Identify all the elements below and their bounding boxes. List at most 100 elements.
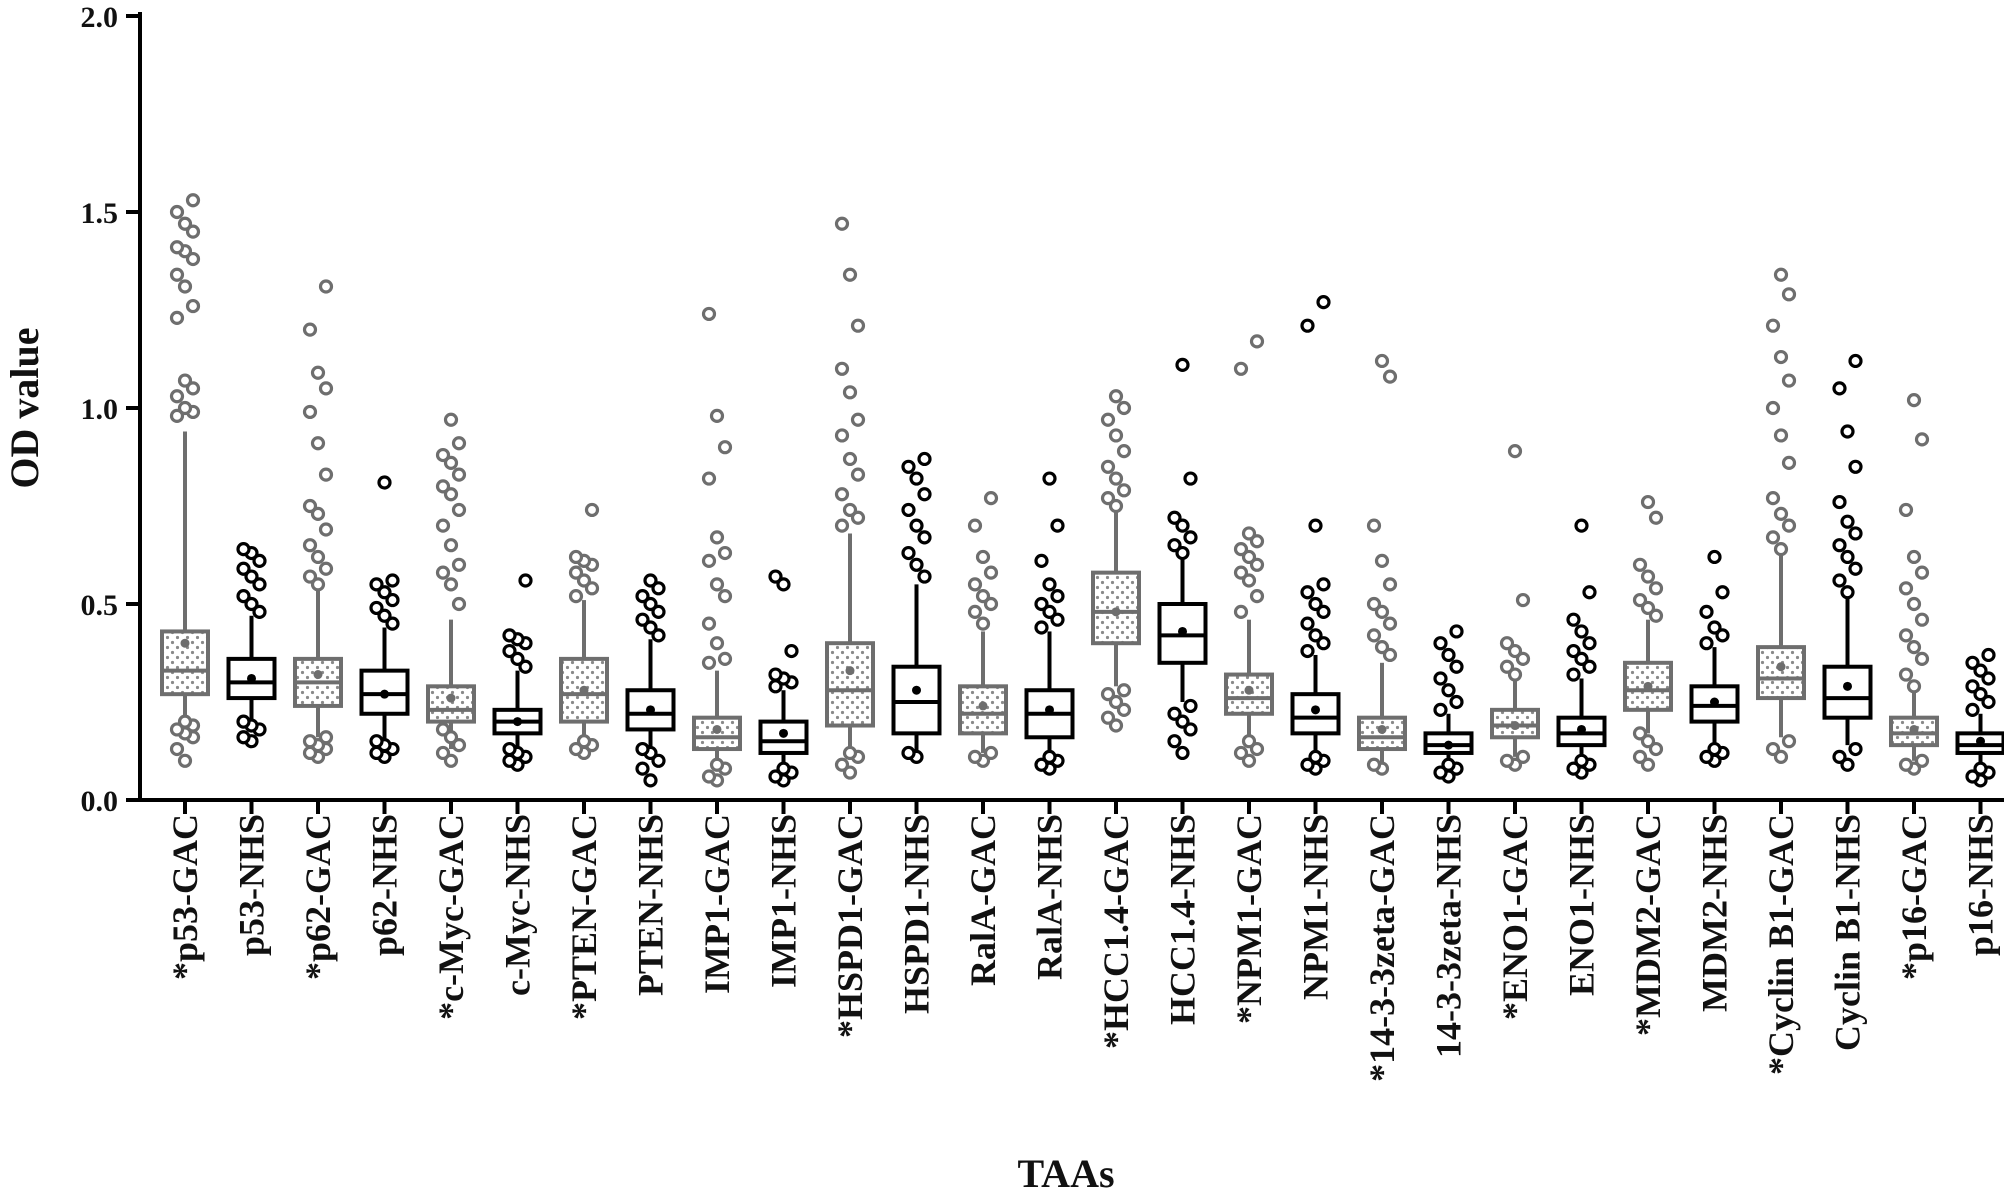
category-label: RalA-GAC <box>963 814 1003 986</box>
outlier-point <box>701 769 717 784</box>
outlier-point <box>1981 647 1996 663</box>
mean-marker <box>1843 681 1852 691</box>
mean-marker <box>1577 724 1586 734</box>
outlier-point <box>842 267 858 282</box>
outlier-point <box>1965 655 1980 670</box>
outlier-point <box>1515 651 1531 666</box>
outlier-point <box>1183 698 1198 714</box>
outlier-point <box>1765 741 1781 757</box>
outlier-point <box>1300 643 1315 659</box>
outlier-point <box>318 730 334 745</box>
mean-marker <box>1510 721 1520 731</box>
outlier-point <box>1832 381 1847 396</box>
category-label: HCC1.4-NHS <box>1163 814 1203 1025</box>
outlier-point <box>1848 526 1863 541</box>
outlier-point <box>369 600 384 616</box>
outlier-point <box>701 306 717 322</box>
box-14-3-3zeta-gac <box>1357 353 1407 776</box>
x-axis-title: TAAs <box>1017 1151 1114 1196</box>
box-p53-gac <box>160 193 210 768</box>
outlier-point <box>776 577 791 592</box>
outlier-point <box>776 761 791 776</box>
outlier-point <box>834 428 850 443</box>
outlier-point <box>1898 757 1914 772</box>
outlier-point <box>435 518 451 533</box>
outlier-point <box>318 467 334 482</box>
category-label: *NPM1-GAC <box>1229 814 1269 1024</box>
outlier-point <box>1116 702 1132 717</box>
outlier-point <box>1116 483 1132 498</box>
outlier-point <box>834 757 850 772</box>
outlier-point <box>834 216 850 231</box>
outlier-point <box>302 404 318 420</box>
outlier-point <box>1449 694 1464 710</box>
outlier-point <box>1707 549 1722 565</box>
outlier-point <box>635 589 650 604</box>
outlier-point <box>1707 741 1722 757</box>
outlier-point <box>252 553 267 568</box>
mean-marker <box>579 685 589 695</box>
outlier-point <box>1781 734 1797 749</box>
category-label: ENO1-NHS <box>1562 814 1602 996</box>
outlier-point <box>1108 718 1124 733</box>
iqr-box <box>825 641 875 728</box>
outlier-point <box>518 659 533 674</box>
box-hcc1.4-gac <box>1091 389 1141 733</box>
outlier-point <box>975 616 991 631</box>
outlier-point <box>169 408 185 423</box>
category-label: c-Myc-NHS <box>498 814 538 996</box>
outlier-point <box>975 549 991 565</box>
mean-marker <box>1311 705 1320 715</box>
outlier-point <box>1100 491 1116 506</box>
outlier-point <box>1840 424 1855 439</box>
outlier-point <box>1233 565 1249 580</box>
outlier-point <box>1906 640 1922 655</box>
outlier-point <box>651 581 666 596</box>
outlier-point <box>967 518 983 533</box>
outlier-point <box>909 518 924 533</box>
outlier-point <box>1042 604 1057 619</box>
box-imp1-gac <box>692 306 742 788</box>
outlier-point <box>1433 702 1448 717</box>
outlier-point <box>635 612 650 627</box>
outlier-point <box>310 436 326 451</box>
outlier-point <box>1765 400 1781 416</box>
outlier-point <box>1108 694 1124 710</box>
mean-marker <box>1045 705 1054 715</box>
outlier-point <box>701 655 717 670</box>
outlier-point <box>1566 761 1581 776</box>
iqr-box <box>1822 664 1873 720</box>
outlier-point <box>983 745 999 761</box>
box-npm1-gac <box>1224 334 1274 768</box>
outlier-point <box>834 361 850 376</box>
outlier-point <box>701 553 717 568</box>
outlier-point <box>502 741 517 757</box>
outlier-point <box>1848 353 1863 369</box>
outlier-point <box>784 643 799 659</box>
outlier-point <box>1034 620 1049 635</box>
outlier-point <box>1781 455 1797 470</box>
mean-marker <box>1909 724 1919 734</box>
outlier-point <box>901 502 916 518</box>
outlier-point <box>1308 749 1323 764</box>
outlier-point <box>1175 518 1190 533</box>
outlier-point <box>1648 510 1664 525</box>
outlier-point <box>443 577 459 592</box>
outlier-point <box>1374 640 1390 655</box>
outlier-point <box>717 651 733 666</box>
mean-marker <box>1444 740 1453 750</box>
outlier-point <box>1699 604 1714 619</box>
outlier-point <box>768 569 783 584</box>
outlier-point <box>1773 267 1789 282</box>
outlier-point <box>518 573 533 588</box>
outlier-point <box>1382 616 1398 631</box>
box-cyclin-b1-gac <box>1756 267 1806 764</box>
outlier-point <box>1100 412 1116 427</box>
outlier-point <box>377 608 392 623</box>
outlier-point <box>169 310 185 325</box>
outlier-point <box>1183 471 1198 486</box>
mean-marker <box>247 673 256 683</box>
outlier-point <box>917 487 932 502</box>
outlier-point <box>1116 444 1132 459</box>
